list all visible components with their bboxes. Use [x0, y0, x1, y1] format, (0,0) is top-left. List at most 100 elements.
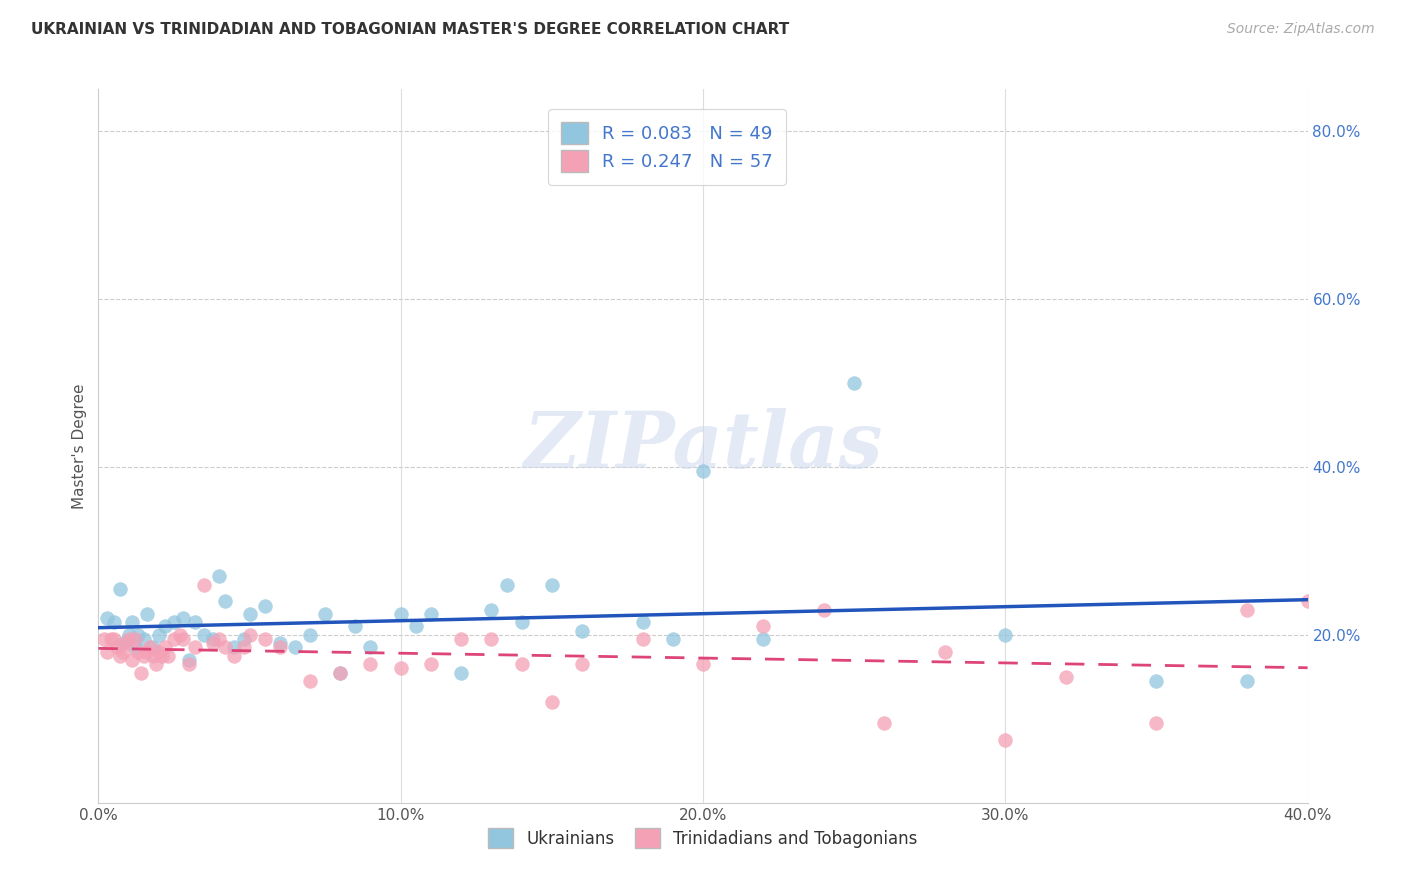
Point — [129, 665, 152, 680]
Point — [163, 632, 186, 646]
Y-axis label: Master's Degree: Master's Degree — [72, 384, 87, 508]
Point — [172, 632, 194, 646]
Point — [571, 657, 593, 672]
Point — [329, 665, 352, 680]
Point — [510, 657, 533, 672]
Point — [193, 577, 215, 591]
Point — [510, 615, 533, 630]
Point — [389, 661, 412, 675]
Point — [179, 653, 201, 667]
Point — [172, 611, 194, 625]
Point — [118, 632, 141, 646]
Point — [96, 611, 118, 625]
Point — [139, 640, 162, 655]
Point — [96, 645, 118, 659]
Point — [121, 615, 143, 630]
Point — [329, 665, 352, 680]
Point — [692, 657, 714, 672]
Point — [232, 632, 254, 646]
Point — [692, 464, 714, 478]
Point — [202, 632, 225, 646]
Point — [127, 645, 149, 659]
Point — [450, 632, 472, 646]
Point — [127, 628, 149, 642]
Legend: Ukrainians, Trinidadians and Tobagonians: Ukrainians, Trinidadians and Tobagonians — [482, 822, 924, 855]
Point — [540, 577, 562, 591]
Text: UKRAINIAN VS TRINIDADIAN AND TOBAGONIAN MASTER'S DEGREE CORRELATION CHART: UKRAINIAN VS TRINIDADIAN AND TOBAGONIAN … — [31, 22, 789, 37]
Point — [108, 648, 131, 663]
Point — [208, 632, 231, 646]
Point — [156, 648, 179, 663]
Point — [481, 632, 503, 646]
Point — [269, 640, 291, 655]
Point — [239, 628, 262, 642]
Point — [103, 615, 125, 630]
Point — [1236, 674, 1258, 689]
Point — [481, 603, 503, 617]
Point — [284, 640, 307, 655]
Point — [661, 632, 683, 646]
Point — [105, 640, 128, 655]
Point — [214, 594, 236, 608]
Point — [1144, 716, 1167, 731]
Point — [179, 657, 201, 672]
Point — [145, 657, 167, 672]
Point — [153, 640, 176, 655]
Point — [232, 640, 254, 655]
Point — [193, 628, 215, 642]
Point — [239, 607, 262, 621]
Point — [93, 632, 115, 646]
Point — [360, 657, 382, 672]
Point — [124, 632, 146, 646]
Point — [163, 615, 186, 630]
Point — [208, 569, 231, 583]
Point — [135, 645, 157, 659]
Point — [299, 674, 322, 689]
Point — [571, 624, 593, 638]
Point — [752, 619, 775, 633]
Point — [253, 632, 276, 646]
Point — [118, 628, 141, 642]
Point — [111, 636, 134, 650]
Point — [1144, 674, 1167, 689]
Point — [314, 607, 336, 621]
Point — [405, 619, 427, 633]
Point — [994, 732, 1017, 747]
Point — [1296, 594, 1319, 608]
Point — [121, 653, 143, 667]
Point — [420, 657, 443, 672]
Point — [389, 607, 412, 621]
Point — [150, 648, 173, 663]
Point — [631, 615, 654, 630]
Point — [153, 619, 176, 633]
Point — [540, 695, 562, 709]
Point — [142, 648, 165, 663]
Point — [132, 648, 155, 663]
Point — [253, 599, 276, 613]
Point — [169, 628, 191, 642]
Point — [148, 628, 170, 642]
Point — [114, 636, 136, 650]
Point — [631, 632, 654, 646]
Point — [752, 632, 775, 646]
Point — [108, 582, 131, 596]
Point — [184, 615, 207, 630]
Point — [214, 640, 236, 655]
Point — [111, 645, 134, 659]
Point — [142, 640, 165, 655]
Point — [269, 636, 291, 650]
Point — [495, 577, 517, 591]
Point — [844, 376, 866, 390]
Point — [344, 619, 367, 633]
Point — [1054, 670, 1077, 684]
Point — [135, 607, 157, 621]
Point — [224, 648, 246, 663]
Point — [100, 632, 122, 646]
Point — [224, 640, 246, 655]
Point — [994, 628, 1017, 642]
Point — [103, 632, 125, 646]
Point — [813, 603, 835, 617]
Text: ZIPatlas: ZIPatlas — [523, 408, 883, 484]
Point — [124, 640, 146, 655]
Point — [1236, 603, 1258, 617]
